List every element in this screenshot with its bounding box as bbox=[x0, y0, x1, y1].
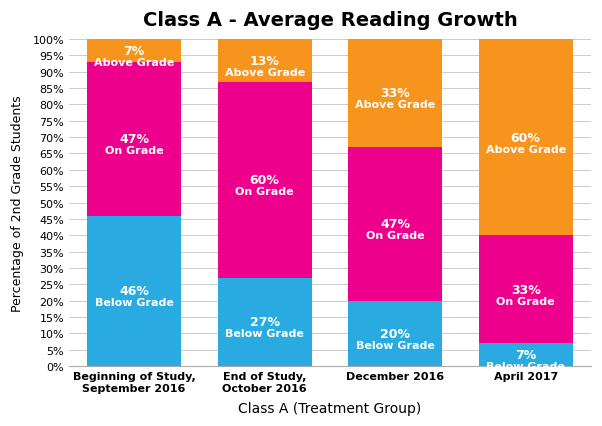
Text: Below Grade: Below Grade bbox=[356, 340, 435, 350]
Text: On Grade: On Grade bbox=[105, 146, 164, 156]
Text: Above Grade: Above Grade bbox=[225, 68, 305, 78]
Text: Above Grade: Above Grade bbox=[486, 144, 566, 154]
Text: 33%: 33% bbox=[510, 283, 541, 296]
Text: Below Grade: Below Grade bbox=[225, 328, 304, 339]
Y-axis label: Percentage of 2nd Grade Students: Percentage of 2nd Grade Students bbox=[11, 95, 24, 311]
Text: On Grade: On Grade bbox=[366, 231, 424, 241]
Text: 33%: 33% bbox=[380, 87, 410, 100]
Text: Above Grade: Above Grade bbox=[355, 100, 435, 110]
Bar bbox=[218, 82, 312, 278]
Text: 47%: 47% bbox=[380, 218, 410, 231]
Bar bbox=[348, 301, 442, 366]
Bar bbox=[218, 40, 312, 82]
Bar bbox=[87, 216, 181, 366]
Bar bbox=[348, 147, 442, 301]
Bar bbox=[87, 40, 181, 63]
Title: Class A - Average Reading Growth: Class A - Average Reading Growth bbox=[143, 11, 517, 30]
Bar bbox=[479, 236, 573, 343]
Text: 13%: 13% bbox=[250, 55, 279, 68]
Text: 7%: 7% bbox=[515, 348, 536, 361]
Text: 46%: 46% bbox=[119, 285, 149, 298]
Bar bbox=[87, 63, 181, 216]
Text: 60%: 60% bbox=[510, 131, 541, 144]
Text: 7%: 7% bbox=[123, 45, 145, 58]
Text: 60%: 60% bbox=[250, 174, 279, 187]
Bar bbox=[348, 40, 442, 147]
X-axis label: Class A (Treatment Group): Class A (Treatment Group) bbox=[238, 401, 421, 415]
Text: Below Grade: Below Grade bbox=[95, 298, 173, 308]
Text: Above Grade: Above Grade bbox=[94, 58, 175, 68]
Bar bbox=[479, 40, 573, 236]
Text: 20%: 20% bbox=[380, 327, 410, 340]
Text: 27%: 27% bbox=[250, 316, 280, 329]
Text: On Grade: On Grade bbox=[235, 187, 294, 197]
Bar bbox=[218, 278, 312, 366]
Text: Below Grade: Below Grade bbox=[486, 361, 565, 371]
Text: 47%: 47% bbox=[119, 133, 149, 146]
Bar bbox=[479, 343, 573, 366]
Text: On Grade: On Grade bbox=[496, 296, 555, 306]
